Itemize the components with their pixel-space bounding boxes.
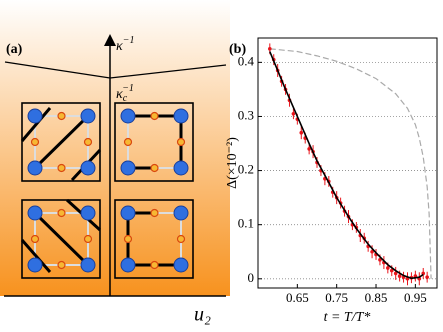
lattice-site — [120, 205, 136, 221]
lattice-site — [173, 160, 189, 176]
panel-label: (a) — [6, 42, 23, 57]
lattice-box — [20, 102, 102, 182]
lattice-site — [120, 160, 136, 176]
link-site — [83, 137, 93, 147]
data-point — [291, 111, 296, 116]
lattice-site — [27, 257, 43, 273]
lattice-site — [120, 108, 136, 124]
lattice-site — [27, 160, 43, 176]
box-frame — [114, 199, 194, 279]
x-axis-label: t = T/T* — [324, 310, 371, 325]
link-site — [83, 234, 93, 244]
link-site — [30, 137, 40, 147]
string-line — [20, 239, 52, 273]
link-site — [150, 163, 159, 173]
lattice-site — [80, 108, 96, 124]
lattice-site — [173, 108, 189, 124]
y-tick-label: 0.2 — [238, 162, 254, 177]
link-site — [123, 137, 133, 147]
link-site — [176, 137, 186, 147]
lattice-box — [20, 198, 102, 279]
data-point — [268, 47, 272, 51]
panel-b: (b) Δ(×10⁻²) t = T/T* 0 0.1 0.2 0.3 0.4 0.65 0… — [225, 37, 438, 325]
x-tick-label: 0.85 — [365, 290, 388, 305]
lattice-site — [120, 257, 136, 273]
plot-frame — [257, 37, 438, 289]
panel-a: (a) κ−1 κc−1 u₂ — [0, 0, 230, 326]
data-point — [370, 249, 374, 254]
x-tick-label: 0.95 — [404, 290, 427, 305]
link-site — [57, 163, 66, 173]
y-tick-label: 0.3 — [238, 107, 254, 122]
link-site — [57, 111, 66, 121]
lattice-site — [80, 205, 96, 221]
data-point — [378, 258, 382, 262]
string-line — [20, 107, 52, 142]
critical-label: κc−1 — [116, 83, 134, 104]
y-tick-label: 0 — [248, 270, 255, 285]
curve — [269, 51, 424, 280]
curve — [269, 48, 432, 279]
data-point — [397, 274, 402, 278]
data-point — [389, 268, 394, 273]
data-point — [307, 147, 311, 151]
data-point — [393, 271, 398, 276]
y-tick-label: 0.1 — [238, 216, 254, 231]
data-point — [425, 275, 429, 279]
lattice-site — [27, 108, 43, 124]
link-site — [30, 234, 40, 244]
box-frame — [21, 199, 101, 279]
lattice-site — [80, 257, 96, 273]
string-line — [33, 211, 90, 267]
x-tick-label: 0.75 — [325, 290, 348, 305]
lattice-site — [27, 205, 43, 221]
data-point — [386, 266, 390, 270]
y-axis-label: Δ(×10⁻²) — [225, 137, 240, 189]
lattice-box — [114, 102, 194, 182]
lattice-site — [173, 205, 189, 221]
x-tick-label: 0.65 — [286, 290, 309, 305]
panel-label: (b) — [229, 42, 246, 57]
link-site — [57, 260, 66, 270]
y-tick-label: 0.4 — [238, 53, 255, 68]
lattice-box — [114, 199, 194, 279]
string-line — [33, 114, 90, 170]
link-site — [150, 111, 159, 121]
lattice-site — [80, 160, 96, 176]
link-site — [150, 208, 159, 218]
link-site — [57, 208, 66, 218]
box-frame — [21, 102, 101, 182]
link-site — [123, 234, 133, 244]
plot-area — [258, 38, 437, 288]
y-axis-label: κ−1 — [116, 35, 134, 54]
lattice-site — [173, 257, 189, 273]
box-frame — [114, 102, 194, 182]
data-point — [299, 130, 304, 135]
x-axis-label: u₂ — [194, 304, 211, 326]
link-site — [176, 234, 186, 244]
link-site — [150, 260, 159, 270]
